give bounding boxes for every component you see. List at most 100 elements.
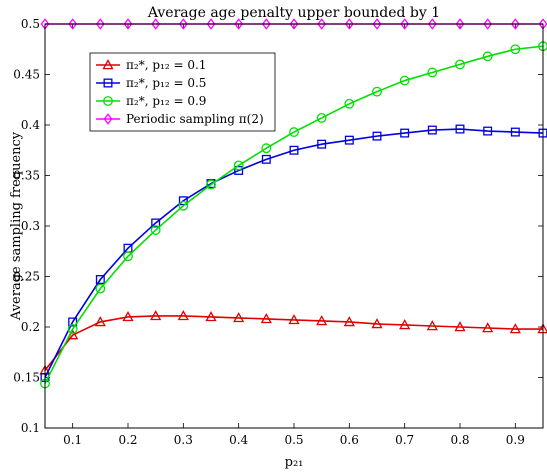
data-point — [177, 310, 189, 321]
x-tick-label: 0.4 — [229, 433, 248, 447]
data-point — [482, 322, 494, 333]
data-point — [68, 317, 78, 327]
y-tick-label: 0.2 — [21, 320, 40, 334]
y-axis-label: Average sampling frequency — [9, 131, 24, 321]
x-tick-label: 0.2 — [118, 433, 137, 447]
data-point — [261, 18, 271, 30]
x-tick-label: 0.9 — [506, 433, 525, 447]
data-point — [151, 218, 161, 228]
data-point — [289, 18, 299, 30]
data-point — [150, 225, 161, 235]
data-point — [288, 314, 300, 325]
data-point — [316, 113, 327, 123]
data-point — [482, 51, 493, 62]
series-3 — [40, 41, 547, 389]
data-point — [344, 98, 355, 109]
y-tick-label: 0.45 — [13, 68, 40, 82]
data-point — [455, 59, 465, 70]
y-tick-label: 0.3 — [21, 219, 40, 233]
legend-marker — [103, 113, 113, 125]
data-point — [234, 18, 244, 30]
data-point — [261, 154, 271, 164]
legend-label: Periodic sampling π(2) — [126, 112, 264, 126]
legend-marker — [103, 96, 113, 106]
data-point — [205, 311, 217, 322]
data-point — [151, 18, 161, 30]
data-point — [510, 44, 521, 55]
legend-label: π₂*, p₁₂ = 0.1 — [126, 58, 206, 72]
chart-title: Average age penalty upper bounded by 1 — [147, 5, 440, 21]
data-point — [95, 283, 106, 294]
series-line — [44, 45, 544, 384]
data-point — [343, 316, 355, 327]
axis-ticks: 0.1 0.2 0.3 0.4 0.5 0.6 0.7 0.8 0.9 0.1 0.15 0.2 0.2… — [13, 17, 543, 447]
legend-item: π₂*, p₁₂ = 0.5 — [96, 76, 206, 90]
series-1 — [39, 310, 547, 375]
legend-box — [89, 52, 276, 132]
data-point — [400, 128, 410, 138]
y-tick-label: 0.15 — [13, 371, 40, 385]
data-point — [317, 18, 327, 30]
series-line — [44, 128, 544, 378]
data-point — [95, 18, 105, 30]
data-point — [95, 275, 105, 285]
data-point — [206, 18, 216, 30]
data-point — [233, 160, 244, 171]
data-point — [233, 312, 245, 323]
data-point — [455, 124, 465, 134]
data-point — [427, 125, 437, 135]
data-point — [344, 135, 354, 145]
data-point — [400, 18, 410, 30]
x-tick-label: 0.5 — [284, 433, 303, 447]
data-point — [260, 313, 272, 324]
data-point — [510, 18, 520, 30]
legend-label: π₂*, p₁₂ = 0.5 — [126, 76, 206, 90]
x-tick-label: 0.1 — [63, 433, 82, 447]
data-point — [289, 145, 299, 155]
data-point — [427, 67, 438, 78]
data-point — [483, 126, 493, 136]
data-point — [317, 139, 327, 149]
data-point — [426, 320, 438, 331]
x-axis-label: p₂₁ — [285, 455, 304, 470]
data-point — [289, 127, 299, 137]
legend-label: π₂*, p₁₂ = 0.9 — [126, 94, 206, 108]
data-point — [123, 251, 133, 262]
data-point — [234, 165, 244, 175]
plot-frame — [44, 23, 544, 429]
data-point — [509, 323, 521, 334]
x-tick-label: 0.8 — [450, 433, 469, 447]
data-point — [178, 196, 188, 206]
data-point — [371, 318, 383, 329]
data-point — [94, 316, 106, 327]
data-point — [427, 18, 437, 30]
data-point — [399, 319, 411, 330]
y-tick-label: 0.5 — [21, 17, 40, 31]
legend-item: π₂*, p₁₂ = 0.1 — [96, 58, 206, 72]
y-tick-label: 0.4 — [21, 118, 40, 132]
data-point — [123, 18, 133, 30]
legend-item: Periodic sampling π(2) — [96, 112, 264, 126]
y-tick-label: 0.35 — [13, 169, 40, 183]
data-point — [316, 315, 328, 326]
data-point — [372, 86, 382, 97]
x-tick-label: 0.6 — [340, 433, 359, 447]
legend-marker — [103, 78, 113, 88]
data-point — [150, 310, 162, 321]
legend-marker — [102, 59, 114, 70]
data-point — [510, 127, 520, 137]
data-point — [67, 324, 78, 334]
legend-item: π₂*, p₁₂ = 0.9 — [96, 94, 206, 108]
data-point — [68, 18, 78, 30]
data-point — [483, 18, 493, 30]
data-point — [178, 200, 189, 211]
data-point — [206, 179, 216, 190]
data-point — [399, 75, 410, 86]
data-point — [344, 18, 354, 30]
y-tick-label: 0.25 — [13, 270, 40, 284]
data-point — [122, 311, 134, 322]
x-tick-label: 0.3 — [174, 433, 193, 447]
data-point — [178, 18, 188, 30]
data-point — [261, 143, 272, 154]
